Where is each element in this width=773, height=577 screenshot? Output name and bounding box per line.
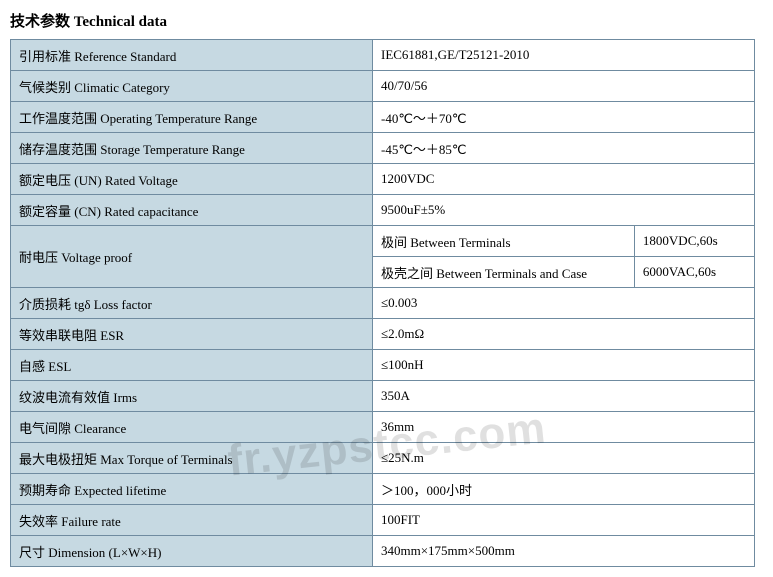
- param-sublabel: 极壳之间 Between Terminals and Case: [372, 257, 634, 288]
- param-value: 350A: [372, 381, 754, 412]
- param-label: 最大电极扭矩 Max Torque of Terminals: [11, 443, 373, 474]
- param-value: ≤0.003: [372, 288, 754, 319]
- table-row: 气候类别 Climatic Category 40/70/56: [11, 71, 755, 102]
- table-row: 引用标准 Reference Standard IEC61881,GE/T251…: [11, 40, 755, 71]
- param-label: 介质损耗 tgδ Loss factor: [11, 288, 373, 319]
- table-row: 失效率 Failure rate 100FIT: [11, 505, 755, 536]
- param-label: 电气间隙 Clearance: [11, 412, 373, 443]
- param-label: 额定容量 (CN) Rated capacitance: [11, 195, 373, 226]
- param-label: 自感 ESL: [11, 350, 373, 381]
- table-row: 自感 ESL ≤100nH: [11, 350, 755, 381]
- spec-table: 引用标准 Reference Standard IEC61881,GE/T251…: [10, 39, 755, 567]
- table-row: 储存温度范围 Storage Temperature Range -45℃～＋8…: [11, 133, 755, 164]
- table-row: 纹波电流有效值 Irms 350A: [11, 381, 755, 412]
- table-row: 预期寿命 Expected lifetime ＞100，000小时: [11, 474, 755, 505]
- param-label: 引用标准 Reference Standard: [11, 40, 373, 71]
- param-sublabel: 极间 Between Terminals: [372, 226, 634, 257]
- param-value: 1800VDC,60s: [634, 226, 754, 257]
- table-row: 额定容量 (CN) Rated capacitance 9500uF±5%: [11, 195, 755, 226]
- param-value: 340mm×175mm×500mm: [372, 536, 754, 567]
- param-label: 储存温度范围 Storage Temperature Range: [11, 133, 373, 164]
- param-value: -40℃～＋70℃: [372, 102, 754, 133]
- table-row: 额定电压 (UN) Rated Voltage 1200VDC: [11, 164, 755, 195]
- param-value: ＞100，000小时: [372, 474, 754, 505]
- param-label: 预期寿命 Expected lifetime: [11, 474, 373, 505]
- param-value: 1200VDC: [372, 164, 754, 195]
- param-label: 等效串联电阻 ESR: [11, 319, 373, 350]
- table-row: 等效串联电阻 ESR ≤2.0mΩ: [11, 319, 755, 350]
- param-value: 36mm: [372, 412, 754, 443]
- table-row: 介质损耗 tgδ Loss factor ≤0.003: [11, 288, 755, 319]
- param-label: 工作温度范围 Operating Temperature Range: [11, 102, 373, 133]
- param-value: ≤100nH: [372, 350, 754, 381]
- table-row: 耐电压 Voltage proof 极间 Between Terminals 1…: [11, 226, 755, 257]
- param-value: IEC61881,GE/T25121-2010: [372, 40, 754, 71]
- table-row: 尺寸 Dimension (L×W×H) 340mm×175mm×500mm: [11, 536, 755, 567]
- param-value: 9500uF±5%: [372, 195, 754, 226]
- param-label: 额定电压 (UN) Rated Voltage: [11, 164, 373, 195]
- table-row: 电气间隙 Clearance 36mm: [11, 412, 755, 443]
- param-label: 耐电压 Voltage proof: [11, 226, 373, 288]
- param-label: 气候类别 Climatic Category: [11, 71, 373, 102]
- param-value: 40/70/56: [372, 71, 754, 102]
- param-label: 尺寸 Dimension (L×W×H): [11, 536, 373, 567]
- param-value: ≤25N.m: [372, 443, 754, 474]
- table-row: 工作温度范围 Operating Temperature Range -40℃～…: [11, 102, 755, 133]
- param-value: 6000VAC,60s: [634, 257, 754, 288]
- section-title: 技术参数 Technical data: [10, 10, 763, 31]
- param-value: -45℃～＋85℃: [372, 133, 754, 164]
- param-value: ≤2.0mΩ: [372, 319, 754, 350]
- table-row: 最大电极扭矩 Max Torque of Terminals ≤25N.m: [11, 443, 755, 474]
- param-label: 纹波电流有效值 Irms: [11, 381, 373, 412]
- param-value: 100FIT: [372, 505, 754, 536]
- param-label: 失效率 Failure rate: [11, 505, 373, 536]
